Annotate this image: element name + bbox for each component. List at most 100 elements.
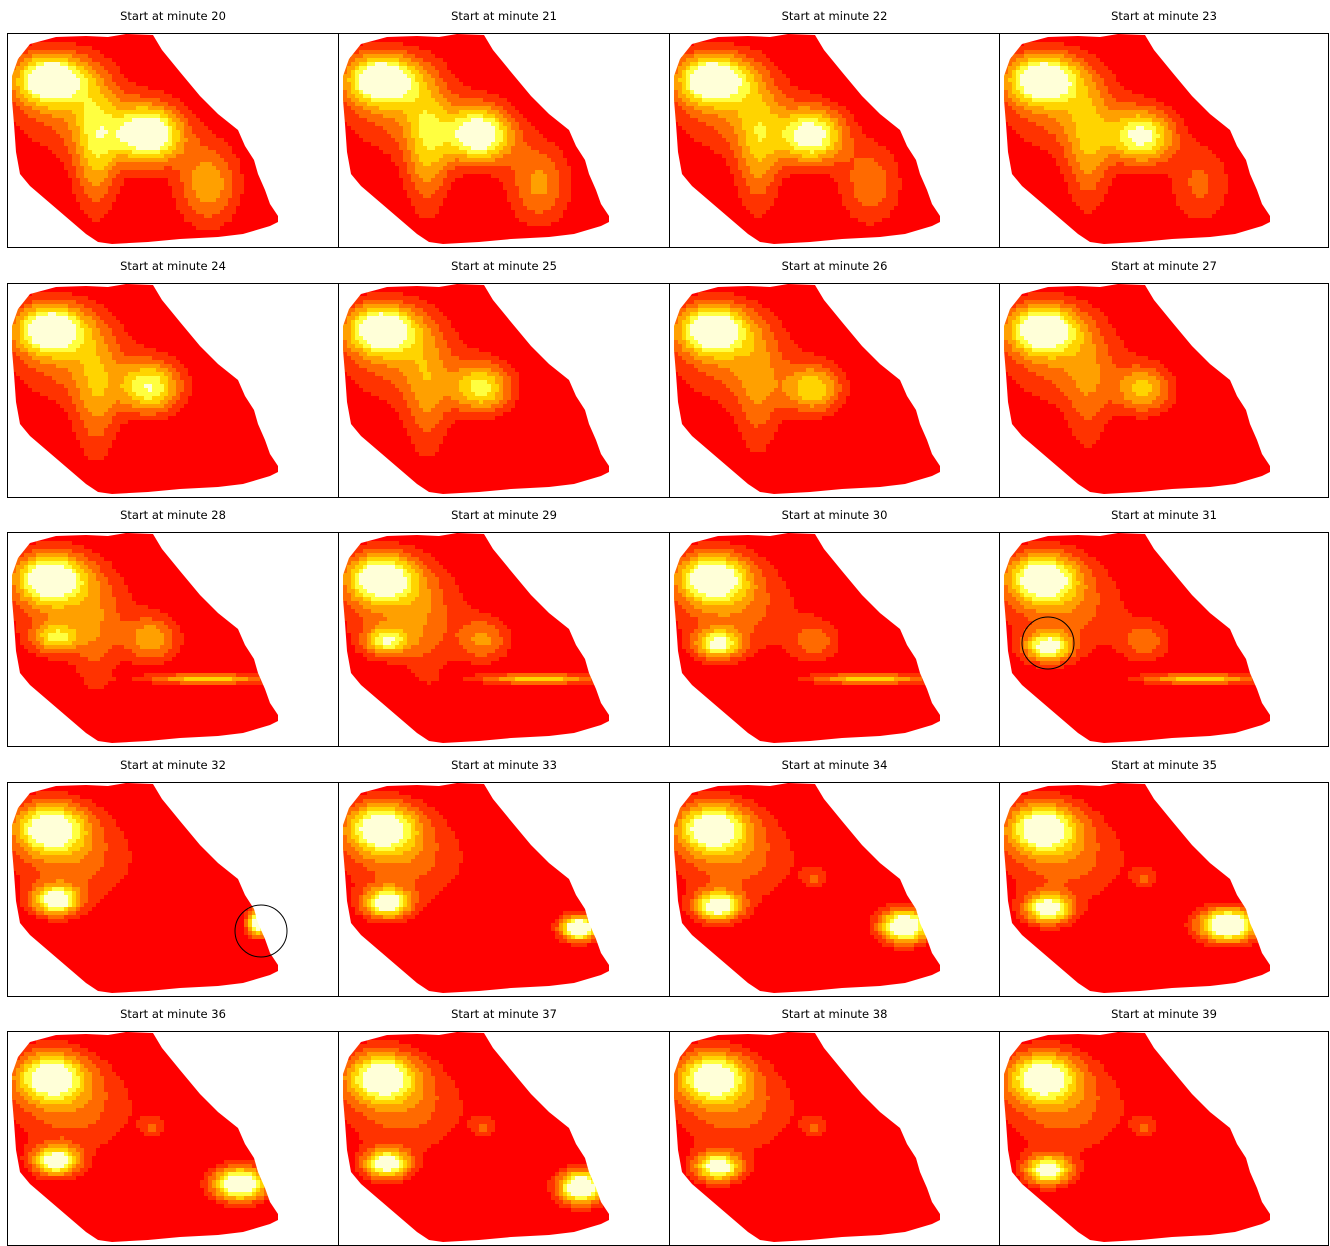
heatmap-cell [607, 42, 611, 46]
heatmap-cell [411, 114, 415, 118]
heatmap-cell [499, 82, 503, 86]
heatmap-cell [120, 242, 124, 246]
heatmap-cell [252, 106, 256, 110]
heatmap-cell [407, 106, 411, 110]
heatmap-cell [479, 110, 483, 114]
heatmap-cell [244, 106, 248, 110]
heatmap-cell [228, 38, 232, 42]
heatmap-cell [16, 218, 20, 222]
heatmap-cell [455, 54, 459, 58]
heatmap-cell [371, 110, 375, 114]
heatmap-cell [276, 130, 280, 134]
heatmap-cell [503, 58, 507, 62]
heatmap-cell [391, 102, 395, 106]
heatmap-cell [172, 190, 176, 194]
heatmap-cell [56, 210, 60, 214]
heatmap-cell [136, 150, 140, 154]
heatmap-cell [20, 242, 24, 246]
heatmap-cell [423, 94, 427, 98]
heatmap-cell [124, 82, 128, 86]
heatmap-cell [276, 194, 280, 198]
heatmap-cell [391, 58, 395, 62]
heatmap-cell [591, 82, 595, 86]
heatmap-cell [156, 198, 160, 202]
heatmap-cell [220, 234, 224, 238]
heatmap-cell [256, 106, 260, 110]
heatmap-cell [192, 82, 196, 86]
heatmap-cell [240, 198, 244, 202]
heatmap-cell [475, 38, 479, 42]
heatmap-cell [200, 190, 204, 194]
heatmap-cell [56, 186, 60, 190]
heatmap-cell [152, 106, 156, 110]
heatmap-field [8, 34, 280, 246]
heatmap-cell [196, 54, 200, 58]
heatmap-cell [140, 210, 144, 214]
heatmap-cell [16, 158, 20, 162]
heatmap-cell [108, 38, 112, 42]
heatmap-cell [180, 238, 184, 242]
heatmap-cell [56, 138, 60, 142]
heatmap-cell [339, 106, 343, 110]
heatmap-cell [172, 70, 176, 74]
heatmap-cell [120, 90, 124, 94]
heatmap-cell [272, 42, 276, 46]
heatmap-cell [419, 50, 423, 54]
heatmap-cell [92, 234, 96, 238]
heatmap-cell [260, 42, 264, 46]
heatmap-cell [32, 206, 36, 210]
heatmap-cell [40, 102, 44, 106]
heatmap-cell [200, 162, 204, 166]
heatmap-cell [535, 58, 539, 62]
heatmap-cell [387, 78, 391, 82]
heatmap-cell [491, 110, 495, 114]
heatmap-cell [76, 194, 80, 198]
heatmap-cell [355, 78, 359, 82]
heatmap-cell [575, 38, 579, 42]
heatmap-cell [32, 98, 36, 102]
heatmap-cell [383, 114, 387, 118]
heatmap-cell [188, 194, 192, 198]
heatmap-cell [559, 78, 563, 82]
heatmap-cell [52, 58, 56, 62]
heatmap-cell [256, 90, 260, 94]
heatmap-cell [8, 126, 12, 130]
heatmap-cell [212, 230, 216, 234]
heatmap-cell [44, 222, 48, 226]
heatmap-cell [92, 126, 96, 130]
heatmap-cell [463, 34, 467, 38]
heatmap-cell [124, 90, 128, 94]
heatmap-cell [128, 182, 132, 186]
heatmap-cell [475, 90, 479, 94]
heatmap-cell [100, 122, 104, 126]
heatmap-cell [24, 134, 28, 138]
heatmap-cell [559, 54, 563, 58]
heatmap-cell [132, 150, 136, 154]
heatmap-cell [204, 130, 208, 134]
heatmap-cell [260, 86, 264, 90]
heatmap-cell [256, 94, 260, 98]
heatmap-cell [220, 166, 224, 170]
heatmap-cell [24, 102, 28, 106]
heatmap-cell [371, 38, 375, 42]
heatmap-cell [88, 170, 92, 174]
heatmap-cell [20, 226, 24, 230]
heatmap-cell [116, 150, 120, 154]
heatmap-cell [108, 42, 112, 46]
heatmap-cell [232, 166, 236, 170]
heatmap-cell [535, 34, 539, 38]
heatmap-cell [136, 134, 140, 138]
heatmap-cell [152, 178, 156, 182]
heatmap-cell [451, 90, 455, 94]
heatmap-cell [172, 206, 176, 210]
heatmap-cell [351, 110, 355, 114]
heatmap-cell [116, 102, 120, 106]
heatmap-cell [152, 66, 156, 70]
heatmap-cell [443, 78, 447, 82]
heatmap-cell [124, 74, 128, 78]
heatmap-cell [236, 242, 240, 246]
heatmap-cell [419, 66, 423, 70]
heatmap-cell [28, 234, 32, 238]
heatmap-cell [176, 134, 180, 138]
heatmap-cell [72, 198, 76, 202]
